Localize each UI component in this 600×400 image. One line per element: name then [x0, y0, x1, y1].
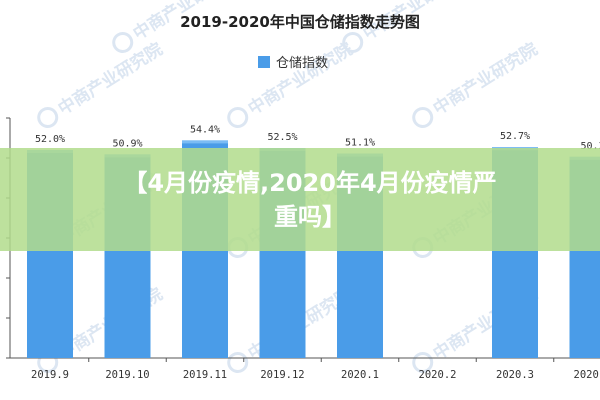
bar-labels-group: 52.0% 50.9% 54.4% 52.5% 51.1% 52.7% 50.3 [35, 124, 600, 151]
watermark-logo: 中商产业研究院 [412, 39, 541, 128]
svg-text:中商产业研究院: 中商产业研究院 [429, 39, 541, 120]
svg-text:中商产业研究院: 中商产业研究院 [54, 39, 166, 120]
overlay-headline: 【4月份疫情,2020年4月份疫情严重吗】 [123, 168, 497, 231]
x-tick-label: 2020.2 [419, 369, 457, 381]
bar-data-label: 51.1% [345, 138, 375, 149]
bar-data-label: 50.9% [112, 138, 142, 149]
x-tick-label: 2019.11 [183, 369, 227, 381]
bar-data-label: 52.0% [35, 134, 65, 145]
bar-data-label: 54.4% [190, 124, 220, 135]
x-tick-label: 2019.12 [260, 369, 304, 381]
bar-top-highlight [182, 140, 228, 144]
watermark-logo: 中商产业研究院 [227, 39, 356, 128]
x-tick-label: 2019.10 [105, 369, 149, 381]
chart-title: 2019-2020年中国仓储指数走势图 [180, 13, 420, 31]
legend-label: 仓储指数 [276, 56, 328, 71]
svg-text:中商产业研究院: 中商产业研究院 [244, 39, 356, 120]
legend-swatch [258, 56, 270, 68]
overlay-banner: 【4月份疫情,2020年4月份疫情严重吗】 [0, 148, 600, 251]
x-tick-label: 2020.3 [496, 369, 534, 381]
x-tick-label: 2020.4 [574, 369, 600, 381]
bar-data-label: 50.3 [580, 141, 600, 152]
x-tick-labels-group: 2019.9 2019.10 2019.11 2019.12 2020.1 2020.2 2… [31, 358, 600, 381]
x-tick-label: 2019.9 [31, 369, 69, 381]
legend: 仓储指数 [258, 56, 328, 71]
bar-data-label: 52.5% [267, 132, 297, 143]
bars-group [27, 140, 600, 358]
bar-data-label: 52.7% [500, 131, 530, 142]
watermark-logo: 中商产业研究院 [37, 39, 166, 128]
x-tick-label: 2020.1 [341, 369, 379, 381]
